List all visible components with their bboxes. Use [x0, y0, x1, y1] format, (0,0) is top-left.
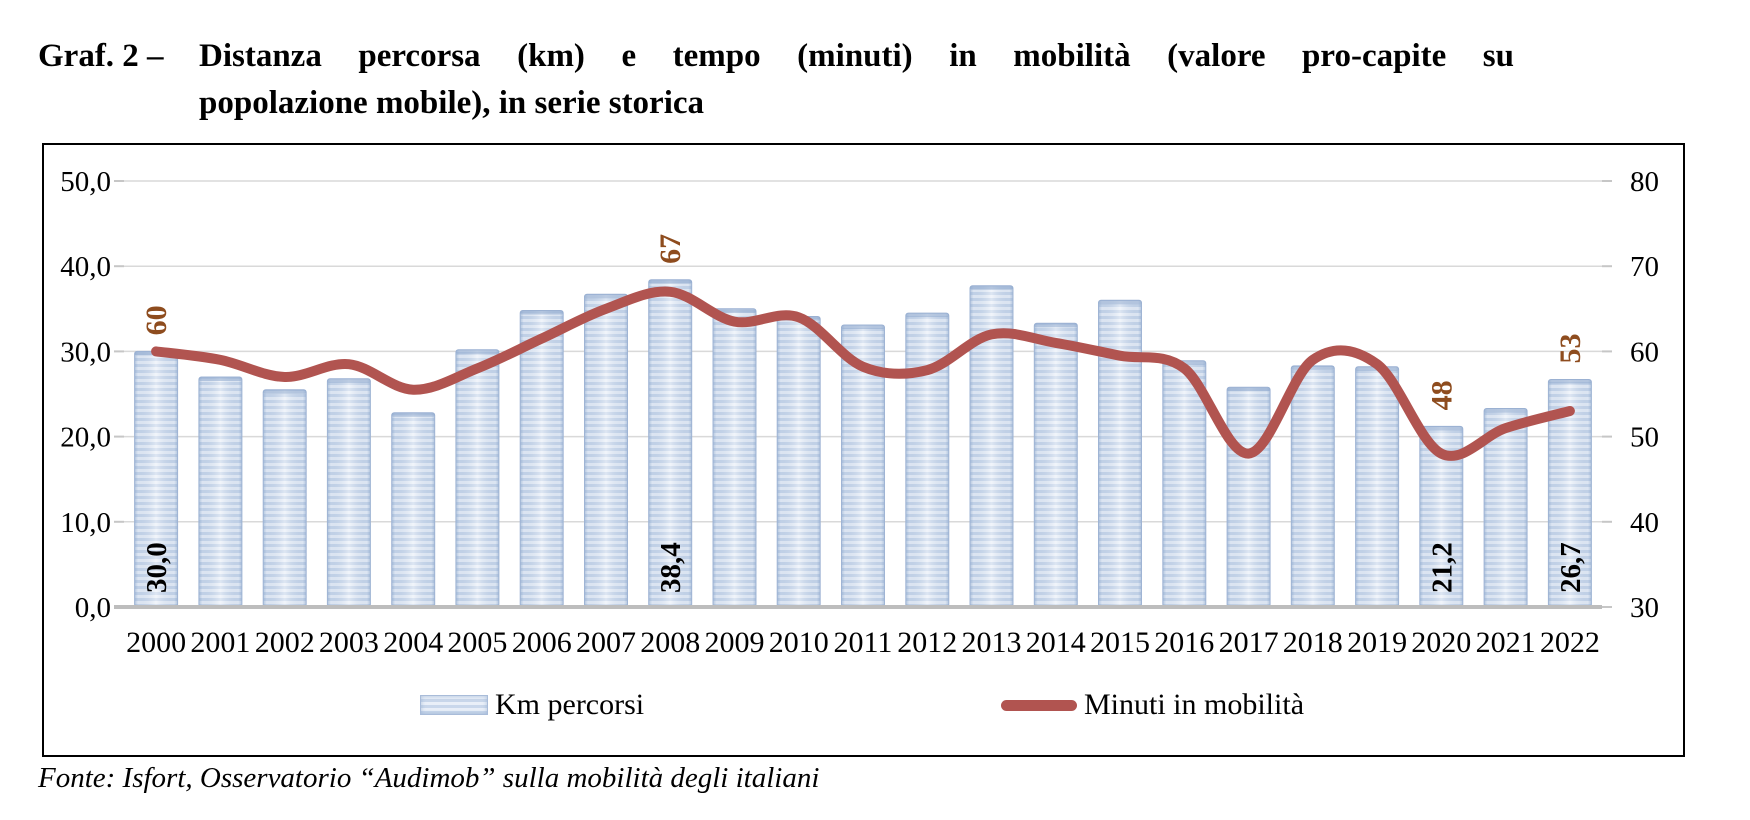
bar-cap-2011: [841, 325, 885, 329]
bar-shade-2004: [391, 412, 436, 608]
x-axis-label-2006: 2006: [512, 626, 572, 659]
bar-shade-2007: [584, 293, 628, 608]
bar-cap-2014: [1034, 323, 1078, 328]
right-axis-label-70: 70: [1630, 251, 1659, 283]
x-axis-label-2018: 2018: [1283, 626, 1343, 659]
chart-title-text: Distanza percorsa (km) e tempo (minuti) …: [199, 33, 1514, 127]
left-axis-label-50: 50,0: [60, 166, 111, 198]
x-axis-label-2005: 2005: [447, 626, 507, 659]
bar-cap-2012: [905, 313, 949, 318]
bar-cap-2015: [1098, 300, 1142, 305]
left-axis-label-40: 40,0: [60, 251, 111, 283]
bar-value-label-2008: 38,4: [655, 542, 687, 593]
bar-shade-2019: [1355, 366, 1400, 608]
right-axis-label-40: 40: [1630, 507, 1659, 539]
bar-value-label-2020: 21,2: [1426, 542, 1458, 593]
bar-cap-2003: [327, 378, 371, 383]
bar-cap-2006: [520, 310, 564, 315]
right-axis-label-60: 60: [1630, 336, 1659, 368]
left-axis-label-30: 30,0: [60, 336, 111, 368]
right-axis-label-50: 50: [1630, 422, 1659, 454]
bar-shade-2017: [1226, 386, 1271, 608]
bar-cap-2004: [391, 412, 435, 417]
x-axis-label-2003: 2003: [319, 626, 379, 659]
x-axis-label-2002: 2002: [255, 626, 315, 659]
left-axis-label-20: 20,0: [60, 422, 111, 454]
bar-value-label-2000: 30,0: [141, 542, 173, 593]
bar-cap-2001: [198, 377, 242, 381]
bar-shade-2001: [198, 376, 243, 608]
legend-km-bar-swatch-icon: [420, 695, 488, 715]
bar-cap-2021: [1484, 408, 1528, 413]
chart-area: 0,0 10,0 20,0 30,0 40,0 50,0 30 40 50 60 70 80 2000 2…: [42, 143, 1685, 757]
x-axis-label-2007: 2007: [576, 626, 636, 659]
chart-title-line2: popolazione mobile), in serie storica: [199, 85, 705, 121]
bar-shade-2018: [1290, 365, 1335, 608]
bar-shade-2006: [519, 310, 564, 608]
line-minuti-in-mobilita: [151, 286, 1575, 461]
bar-shade-2012: [905, 312, 950, 608]
left-axis-label-0: 0,0: [75, 592, 111, 624]
bar-cap-2018: [1291, 365, 1335, 370]
x-axis-label-2016: 2016: [1154, 626, 1214, 659]
x-axis-label-2009: 2009: [705, 626, 765, 659]
bar-cap-2009: [713, 308, 756, 313]
line-value-label-2000: 60: [140, 305, 173, 335]
x-axis-label-2004: 2004: [383, 626, 443, 659]
x-axis-label-2015: 2015: [1090, 626, 1150, 659]
legend-minuti-label: Minuti in mobilità: [1084, 688, 1305, 721]
line-value-label-2020: 48: [1425, 380, 1458, 410]
bar-shade-2014: [1033, 322, 1078, 608]
bar-shade-2005: [455, 349, 500, 608]
line-value-label-2022: 53: [1554, 334, 1587, 364]
bar-shade-2003: [326, 378, 371, 608]
source-note: Fonte: Isfort, Osservatorio “Audimob” su…: [38, 762, 820, 794]
bar-value-label-2022: 26,7: [1555, 542, 1587, 593]
chart-title-prefix: Graf. 2 –: [38, 38, 164, 74]
x-axis-label-2010: 2010: [769, 626, 829, 659]
chart-title-line1: Distanza percorsa (km) e tempo (minuti) …: [199, 38, 1514, 74]
bar-shade-2015: [1098, 299, 1142, 608]
right-axis-label-80: 80: [1630, 166, 1659, 198]
bar-cap-2013: [970, 285, 1013, 290]
bar-cap-2007: [584, 294, 628, 299]
x-axis-label-2017: 2017: [1219, 626, 1279, 659]
right-axis-label-30: 30: [1630, 592, 1659, 624]
x-axis-label-2019: 2019: [1347, 626, 1407, 659]
bar-shade-2016: [1162, 360, 1207, 608]
x-axis-label-2001: 2001: [190, 626, 250, 659]
left-axis-label-10: 10,0: [60, 507, 111, 539]
bar-shade-2010: [776, 316, 821, 608]
bar-cap-2005: [455, 349, 499, 354]
bar-shade-2002: [262, 389, 307, 608]
legend-item-km: Km percorsi: [420, 688, 644, 722]
x-axis-label-2000: 2000: [126, 626, 186, 659]
bar-cap-2008: [648, 279, 692, 284]
bar-cap-2022: [1548, 379, 1592, 384]
bar-cap-2002: [263, 389, 307, 394]
chart-title: Graf. 2 – Distanza percorsa (km) e tempo…: [38, 33, 1514, 127]
legend-minuti-line-swatch-icon: [1001, 699, 1077, 711]
legend-km-label: Km percorsi: [495, 688, 645, 721]
x-axis-label-2021: 2021: [1476, 626, 1536, 659]
bar-cap-2020: [1419, 426, 1463, 431]
bar-cap-2017: [1227, 387, 1271, 392]
x-axis-label-2014: 2014: [1026, 626, 1086, 659]
x-axis-label-2012: 2012: [897, 626, 957, 659]
chart-legend: Km percorsi Minuti in mobilità: [44, 688, 1683, 722]
x-axis-label-2022: 2022: [1540, 626, 1600, 659]
x-axis-label-2013: 2013: [962, 626, 1022, 659]
line-value-label-2008: 67: [654, 234, 687, 264]
x-axis-label-2011: 2011: [834, 626, 893, 659]
x-axis-label-2008: 2008: [640, 626, 700, 659]
legend-item-minuti: Minuti in mobilità: [1001, 688, 1304, 722]
x-axis-label-2020: 2020: [1411, 626, 1471, 659]
bar-shade-2009: [712, 308, 757, 608]
